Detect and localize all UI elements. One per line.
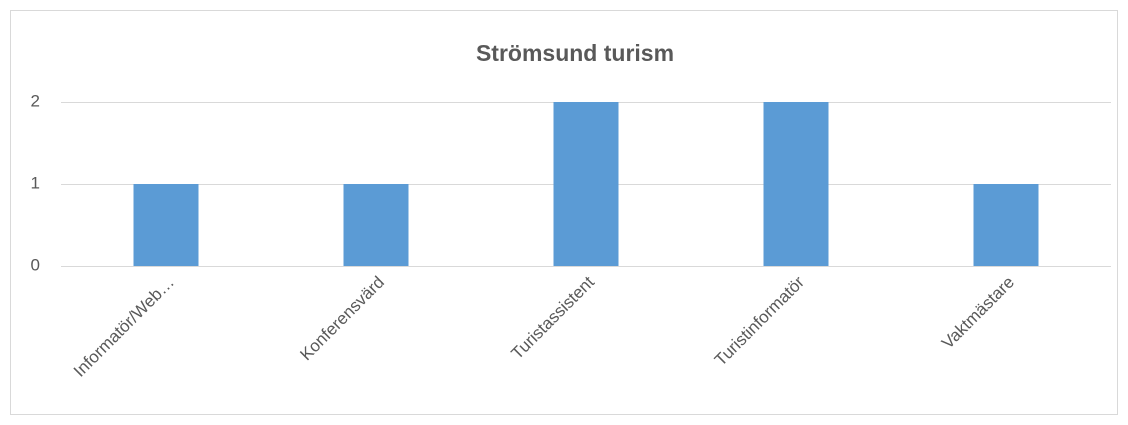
y-tick-label: 1: [31, 173, 40, 192]
bar: [133, 184, 199, 266]
bar: [763, 102, 829, 266]
bar: [343, 184, 409, 266]
y-tick-label: 2: [31, 91, 40, 110]
y-tick-label: 0: [31, 255, 40, 274]
bar: [973, 184, 1039, 266]
chart-title: Strömsund turism: [476, 40, 674, 66]
bar: [553, 102, 619, 266]
